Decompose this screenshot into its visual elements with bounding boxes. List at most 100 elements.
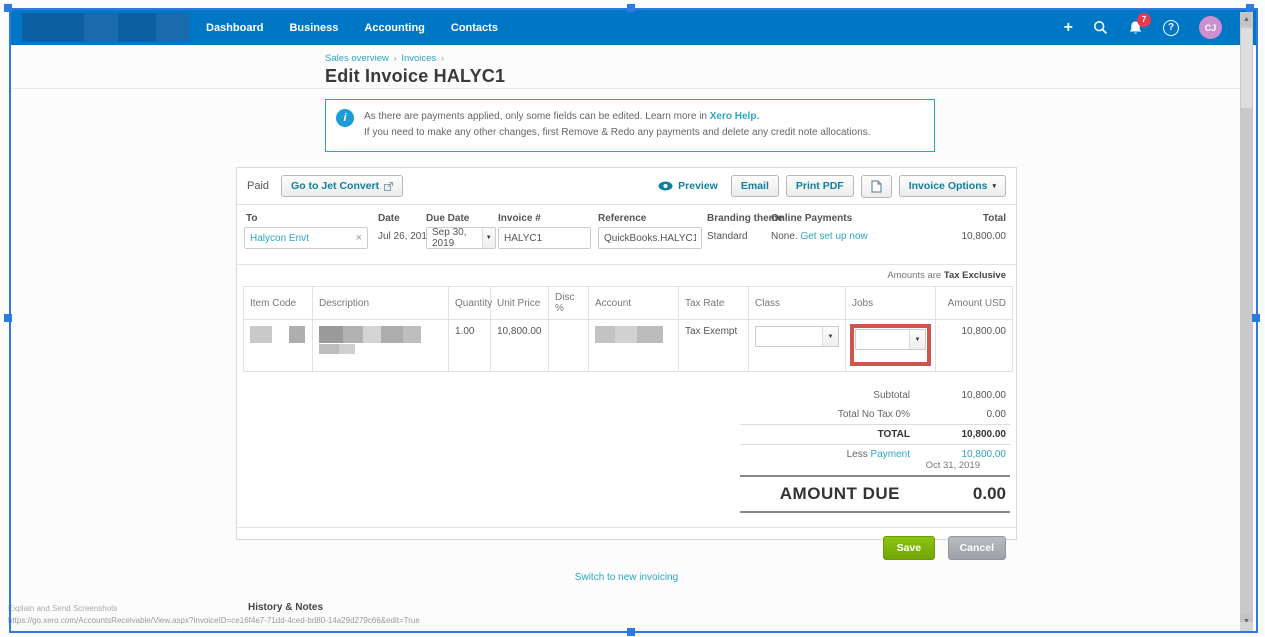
disc-cell[interactable] [548, 319, 589, 372]
search-icon[interactable] [1093, 20, 1108, 35]
nav-dashboard[interactable]: Dashboard [206, 21, 264, 34]
item-code-cell[interactable] [243, 319, 313, 372]
jet-convert-label: Go to Jet Convert [291, 180, 380, 192]
total-row-value: 10,800.00 [961, 429, 1007, 440]
breadcrumb-separator-icon: › [440, 53, 445, 64]
col-tax-rate: Tax Rate [678, 286, 749, 320]
contact-field[interactable]: Halycon Envt × [244, 227, 368, 249]
nav-accounting[interactable]: Accounting [364, 21, 425, 34]
total-row-label: TOTAL [877, 429, 910, 440]
email-button[interactable]: Email [730, 175, 779, 197]
col-disc: Disc % [548, 286, 589, 320]
nav-business[interactable]: Business [289, 21, 339, 34]
invoice-options-label: Invoice Options [908, 180, 988, 192]
get-set-up-link[interactable]: Get set up now [800, 231, 868, 242]
amount-due-value: 0.00 [972, 484, 1006, 503]
unit-price-cell[interactable]: 10,800.00 [490, 319, 549, 372]
scrollbar-thumb[interactable] [1241, 28, 1252, 108]
chevron-down-icon[interactable]: ▼ [481, 228, 495, 248]
chevron-down-icon[interactable]: ▼ [909, 330, 925, 349]
no-tax-label: Total No Tax 0% [837, 409, 910, 420]
amounts-note: Amounts are Tax Exclusive [237, 265, 1016, 285]
invoice-fields: To Date Due Date Invoice # Reference Bra… [237, 205, 1016, 265]
reference-label: Reference [598, 213, 647, 224]
main-menu: Dashboard Business Accounting Contacts [206, 22, 498, 34]
print-pdf-button[interactable]: Print PDF [785, 175, 854, 197]
nav-right: + 7 ? CJ [1063, 12, 1256, 39]
col-description: Description [312, 286, 449, 320]
breadcrumb-sales-overview[interactable]: Sales overview [325, 53, 389, 64]
jet-convert-button[interactable]: Go to Jet Convert [281, 175, 404, 197]
chevron-down-icon[interactable]: ▼ [822, 327, 838, 346]
col-item-code: Item Code [243, 286, 313, 320]
add-icon[interactable]: + [1063, 18, 1073, 36]
selection-handle[interactable] [4, 314, 12, 322]
page-title: Edit Invoice HALYC1 [325, 66, 506, 86]
invoice-card: Paid Go to Jet Convert Preview Email Pri… [236, 167, 1017, 560]
amounts-note-prefix: Amounts are [887, 270, 942, 281]
page-head: Sales overview › Invoices › Edit Invoice… [325, 53, 505, 87]
copy-button[interactable] [860, 174, 892, 198]
payment-date: Oct 31, 2019 [925, 460, 980, 471]
selection-handle[interactable] [1252, 314, 1260, 322]
quantity-cell[interactable]: 1.00 [448, 319, 491, 372]
selection-handle[interactable] [1246, 4, 1254, 12]
clear-contact-icon[interactable]: × [355, 232, 362, 244]
due-date-label: Due Date [426, 213, 470, 224]
no-tax-value: 0.00 [986, 409, 1006, 420]
selection-handle[interactable] [627, 4, 635, 12]
date-label: Date [378, 213, 400, 224]
account-cell[interactable] [588, 319, 679, 372]
help-icon[interactable]: ? [1163, 19, 1179, 36]
jobs-cell: ▼ [845, 319, 936, 372]
notifications-icon[interactable]: 7 [1128, 12, 1151, 36]
invoice-number-label: Invoice # [498, 213, 541, 224]
col-quantity: Quantity [448, 286, 492, 320]
top-navbar: Dashboard Business Accounting Contacts +… [10, 10, 1256, 45]
banner-text: As there are payments applied, only some… [364, 109, 870, 141]
breadcrumb: Sales overview › Invoices › [325, 53, 505, 64]
banner-line-2: If you need to make any other changes, f… [364, 127, 871, 138]
jobs-highlight-box: ▼ [850, 324, 931, 366]
xero-help-link[interactable]: Xero Help. [709, 111, 760, 122]
subtotal-label: Subtotal [873, 390, 910, 401]
date-value: Jul 26, 2019 [378, 231, 433, 242]
reference-input[interactable] [598, 227, 702, 249]
invoice-options-button[interactable]: Invoice Options ▾ [898, 175, 1006, 197]
amount-due-label: AMOUNT DUE [779, 484, 900, 503]
col-jobs: Jobs [845, 286, 936, 320]
jobs-select[interactable]: ▼ [855, 329, 926, 350]
logo-block [22, 13, 84, 42]
cancel-button[interactable]: Cancel [947, 536, 1006, 560]
save-button[interactable]: Save [882, 536, 936, 560]
preview-label: Preview [678, 180, 718, 192]
page-url-text: https://go.xero.com/AccountsReceivable/V… [8, 616, 420, 625]
total-value: 10,800.00 [961, 231, 1007, 242]
preview-link[interactable]: Preview [658, 180, 718, 192]
description-cell[interactable] [312, 319, 449, 372]
selection-handle[interactable] [627, 628, 635, 636]
avatar[interactable]: CJ [1199, 16, 1222, 39]
explain-screenshots-text: Explain and Send Screenshots [8, 604, 118, 613]
scroll-up-icon[interactable]: ▲ [1240, 12, 1253, 26]
breadcrumb-invoices[interactable]: Invoices [401, 53, 437, 64]
copy-icon [871, 179, 882, 193]
totals-panel: Subtotal 10,800.00 Total No Tax 0% 0.00 … [740, 386, 1010, 513]
col-account: Account [588, 286, 679, 320]
nav-contacts[interactable]: Contacts [450, 21, 498, 34]
amount-due-row: AMOUNT DUE 0.00 [740, 475, 1010, 511]
switch-new-invoicing-link[interactable]: Switch to new invoicing [574, 572, 679, 583]
card-toolbar: Paid Go to Jet Convert Preview Email Pri… [237, 168, 1016, 205]
col-amount: Amount USD [935, 286, 1013, 320]
subtotal-value: 10,800.00 [961, 390, 1007, 401]
class-select[interactable]: ▼ [755, 326, 839, 347]
total-row: TOTAL 10,800.00 [740, 424, 1010, 444]
subtotal-row: Subtotal 10,800.00 [740, 386, 1010, 405]
amount-cell: 10,800.00 [935, 319, 1013, 372]
toolbar-right: Preview Email Print PDF Invoice Options … [658, 174, 1006, 198]
invoice-number-input[interactable] [498, 227, 591, 249]
payment-link[interactable]: Payment [870, 449, 910, 460]
due-date-select[interactable]: Sep 30, 2019 ▼ [426, 227, 496, 249]
selection-handle[interactable] [4, 4, 12, 12]
tax-rate-cell[interactable]: Tax Exempt [678, 319, 749, 372]
